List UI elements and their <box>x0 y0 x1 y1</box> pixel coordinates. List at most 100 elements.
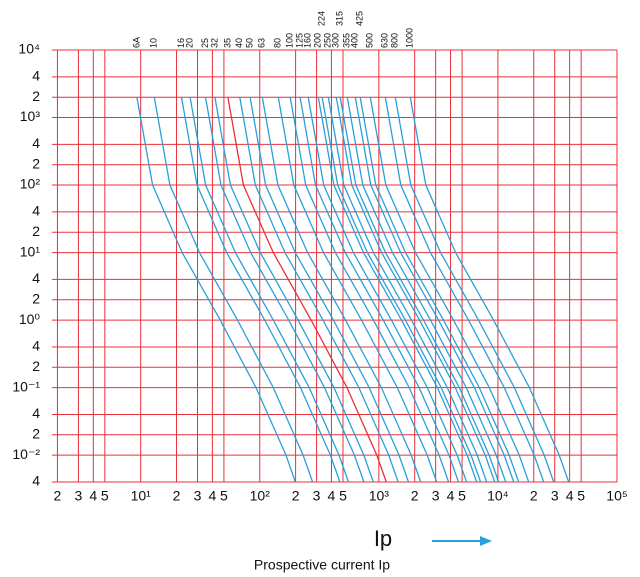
legend-label: 35 <box>222 38 232 48</box>
y-tick-label: 4 <box>32 270 40 286</box>
fuse-curve <box>317 97 478 483</box>
x-tick-label: 10³ <box>369 488 390 504</box>
fuse-curve <box>394 97 555 483</box>
x-tick-label: 2 <box>530 488 538 504</box>
y-tick-label: 4 <box>32 203 40 219</box>
y-tick-label: 10¹ <box>20 243 41 259</box>
fuse-curve <box>249 97 410 483</box>
fuse-curve <box>153 97 314 483</box>
x-tick-label: 4 <box>89 488 97 504</box>
x-tick-label: 4 <box>447 488 455 504</box>
legend-label: 355 <box>342 33 352 48</box>
y-tick-label: 2 <box>32 88 40 104</box>
x-axis-subtitle: Prospective current Ip <box>254 557 390 573</box>
legend-label: 16 <box>176 38 186 48</box>
legend-label: 315 <box>335 11 345 26</box>
legend-label: 200 <box>313 33 323 48</box>
x-tick-label: 5 <box>458 488 466 504</box>
legend-label: 6A <box>131 37 141 48</box>
legend-label: 400 <box>350 33 360 48</box>
y-tick-label: 2 <box>32 426 40 442</box>
fuse-curve <box>180 97 341 483</box>
legend-label: 80 <box>273 38 283 48</box>
x-tick-label: 3 <box>194 488 202 504</box>
y-tick-label: 4 <box>32 68 40 84</box>
arrow-head <box>480 536 492 546</box>
legend-label: 630 <box>380 33 390 48</box>
x-axis-label: Ip <box>374 526 392 551</box>
x-tick-label: 2 <box>54 488 62 504</box>
y-tick-label: 2 <box>32 155 40 171</box>
fuse-curve <box>277 97 438 483</box>
fuse-curve <box>227 97 387 483</box>
y-tick-label: 2 <box>32 223 40 239</box>
fuse-curve <box>239 97 399 483</box>
legend-label: 20 <box>184 38 194 48</box>
y-tick-label: 2 <box>32 290 40 306</box>
x-tick-label: 5 <box>577 488 585 504</box>
legend-label: 125 <box>294 33 304 48</box>
legend-label: 224 <box>317 11 327 26</box>
legend-label: 25 <box>200 38 210 48</box>
fuse-curve <box>359 97 520 483</box>
fuse-curve <box>335 97 496 483</box>
legend-label: 50 <box>245 38 255 48</box>
fuse-curve <box>289 97 450 483</box>
fuse-curve <box>409 97 570 483</box>
fuse-curve <box>384 97 545 483</box>
legend-label: 160 <box>303 33 313 48</box>
x-tick-label: 2 <box>411 488 419 504</box>
legend-label: 425 <box>355 11 365 26</box>
fuse-curve <box>189 97 350 483</box>
fuse-curve <box>204 97 365 483</box>
x-tick-label: 3 <box>432 488 440 504</box>
legend-label: 63 <box>257 38 267 48</box>
x-tick-label: 10⁵ <box>606 488 627 504</box>
x-tick-label: 3 <box>551 488 559 504</box>
fuse-curve <box>369 97 530 483</box>
y-tick-label: 10⁻¹ <box>12 378 40 394</box>
legend-label: 40 <box>234 38 244 48</box>
x-tick-label: 2 <box>292 488 300 504</box>
fuse-curve <box>214 97 374 483</box>
y-tick-label: 4 <box>32 405 40 421</box>
y-tick-label: 4 <box>32 473 40 489</box>
legend-label: 800 <box>390 33 400 48</box>
x-tick-label: 10⁴ <box>487 488 509 504</box>
legend-label: 32 <box>209 38 219 48</box>
fuse-curve <box>261 97 422 483</box>
legend-label: 1000 <box>405 28 415 48</box>
legend-label: 300 <box>331 33 341 48</box>
y-tick-label: 10³ <box>20 108 41 124</box>
x-tick-label: 5 <box>220 488 228 504</box>
legend-label: 500 <box>365 33 375 48</box>
y-tick-label: 10⁰ <box>19 311 41 327</box>
legend-label: 10 <box>149 38 159 48</box>
legend-label: 250 <box>323 33 333 48</box>
fuse-curve <box>346 97 507 483</box>
x-tick-label: 10¹ <box>131 488 152 504</box>
x-tick-label: 4 <box>566 488 574 504</box>
fuse-curve <box>327 97 488 483</box>
fuse-curve <box>299 97 460 483</box>
x-tick-label: 4 <box>208 488 216 504</box>
x-tick-label: 5 <box>101 488 109 504</box>
fuse-curve <box>321 97 482 483</box>
y-tick-label: 2 <box>32 358 40 374</box>
fuse-curve <box>354 97 515 483</box>
x-tick-label: 10² <box>250 488 271 504</box>
fuse-curve <box>136 97 296 483</box>
x-tick-label: 2 <box>173 488 181 504</box>
legend-label: 100 <box>285 33 295 48</box>
fuse-curve <box>307 97 468 483</box>
fuse-curve <box>339 97 500 483</box>
x-tick-label: 3 <box>75 488 83 504</box>
x-tick-label: 5 <box>339 488 347 504</box>
y-tick-label: 10⁴ <box>18 41 40 57</box>
y-tick-label: 4 <box>32 135 40 151</box>
y-tick-label: 10⁻² <box>12 446 40 462</box>
y-tick-label: 4 <box>32 338 40 354</box>
y-tick-label: 10² <box>20 176 41 192</box>
x-tick-label: 4 <box>328 488 336 504</box>
